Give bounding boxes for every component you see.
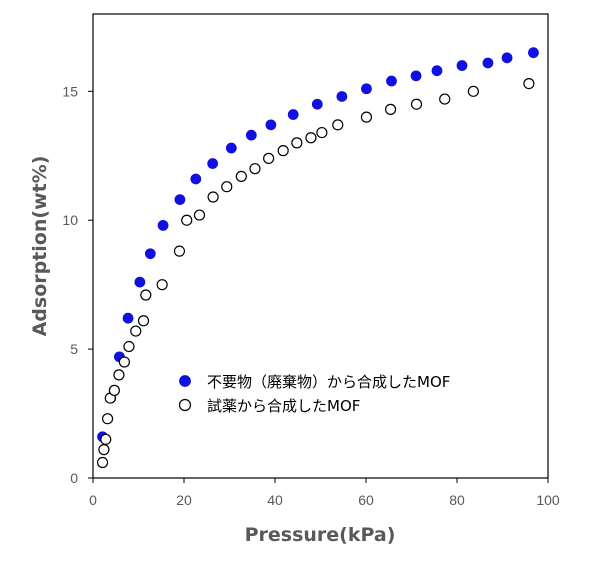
y-axis-title: Adsorption(wt%)	[29, 156, 51, 337]
legend-marker-series-2	[178, 398, 192, 412]
data-point-series-2	[291, 137, 303, 149]
data-point-series-2	[384, 103, 397, 115]
data-point-series-2	[118, 356, 130, 368]
data-point-series-2	[221, 181, 233, 193]
data-point-series-2	[113, 369, 125, 381]
data-point-series-2	[137, 315, 150, 327]
data-point-series-2	[181, 214, 193, 226]
data-point-series-2	[123, 340, 135, 353]
data-point-series-2	[130, 325, 142, 337]
data-point-series-2	[316, 126, 328, 139]
data-point-series-1	[361, 83, 372, 95]
data-point-series-2	[263, 152, 275, 164]
legend-marker-series-1	[179, 375, 191, 387]
x-axis-ticks: 0 20 40 60 80 100	[89, 478, 560, 508]
data-point-series-2	[277, 145, 289, 157]
data-point-series-2	[332, 119, 344, 131]
data-point-series-2	[523, 77, 535, 90]
x-tick-label: 20	[176, 492, 192, 508]
data-point-series-1	[336, 91, 348, 102]
data-point-series-1	[265, 119, 277, 131]
data-point-series-1	[207, 158, 219, 169]
y-tick-label: 15	[62, 83, 78, 99]
legend: 不要物（廃棄物）から合成したMOF 試薬から合成したMOF	[178, 373, 450, 415]
data-point-series-1	[311, 98, 323, 110]
data-point-series-2	[140, 289, 152, 301]
data-point-series-1	[456, 60, 468, 71]
data-point-series-1	[287, 109, 299, 120]
data-point-series-1	[431, 65, 443, 77]
data-point-series-1	[482, 57, 494, 69]
x-tick-label: 60	[358, 492, 374, 508]
data-point-series-1	[122, 312, 134, 324]
data-point-series-1	[501, 52, 513, 64]
data-point-series-2	[439, 93, 451, 105]
x-tick-label: 80	[449, 492, 465, 508]
data-point-series-2	[156, 279, 168, 291]
data-point-series-1	[144, 248, 156, 260]
data-point-series-2	[235, 170, 247, 182]
data-point-series-1	[528, 47, 539, 59]
y-tick-label: 0	[70, 470, 78, 486]
data-point-series-2	[193, 209, 206, 221]
data-point-series-1	[190, 173, 202, 185]
data-point-series-1	[410, 70, 422, 82]
data-point-series-2	[96, 456, 109, 469]
data-point-series-2	[101, 413, 114, 425]
data-point-series-2	[100, 433, 112, 445]
y-tick-label: 5	[70, 341, 78, 357]
data-point-series-1	[245, 129, 257, 141]
legend-label-series-1: 不要物（廃棄物）から合成したMOF	[207, 373, 450, 391]
data-point-series-2	[98, 444, 110, 456]
legend-label-series-2: 試薬から合成したMOF	[207, 397, 360, 415]
data-point-series-2	[360, 111, 373, 123]
data-point-series-1	[134, 276, 146, 288]
data-point-series-1	[386, 75, 397, 87]
x-tick-label: 40	[267, 492, 283, 508]
data-point-series-1	[174, 194, 186, 206]
data-point-series-2	[467, 85, 479, 97]
data-point-series-2	[108, 384, 120, 396]
data-point-series-2	[410, 98, 423, 110]
data-points	[96, 47, 539, 469]
data-point-series-2	[305, 132, 317, 144]
data-point-series-1	[157, 219, 169, 231]
x-tick-label: 100	[536, 492, 560, 508]
y-tick-label: 10	[62, 212, 78, 228]
x-tick-label: 0	[89, 492, 97, 508]
data-point-series-2	[249, 163, 261, 175]
x-axis-title: Pressure(kPa)	[245, 524, 396, 546]
y-axis-ticks: 0 5 10 15	[62, 83, 93, 486]
data-point-series-2	[207, 191, 219, 203]
data-point-series-1	[225, 142, 237, 154]
data-point-series-2	[173, 245, 186, 257]
